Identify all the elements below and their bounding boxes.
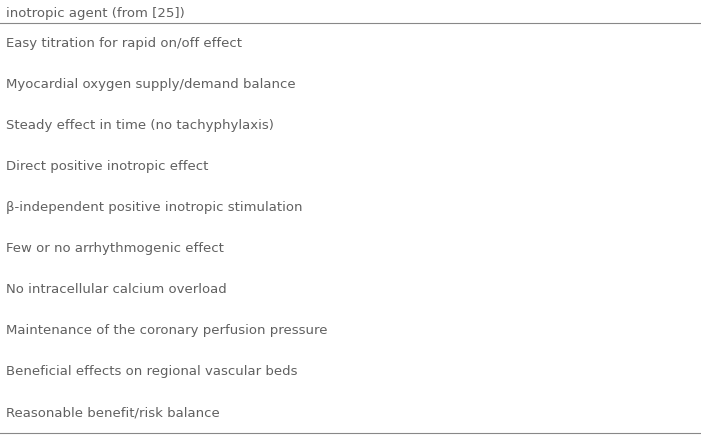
Text: inotropic agent (from [25]): inotropic agent (from [25]) [6, 7, 185, 20]
Text: Direct positive inotropic effect: Direct positive inotropic effect [6, 160, 208, 173]
Text: No intracellular calcium overload: No intracellular calcium overload [6, 283, 226, 296]
Text: Steady effect in time (no tachyphylaxis): Steady effect in time (no tachyphylaxis) [6, 119, 274, 132]
Text: Easy titration for rapid on/off effect: Easy titration for rapid on/off effect [6, 37, 242, 50]
Text: Maintenance of the coronary perfusion pressure: Maintenance of the coronary perfusion pr… [6, 324, 327, 337]
Text: Few or no arrhythmogenic effect: Few or no arrhythmogenic effect [6, 242, 224, 255]
Text: Myocardial oxygen supply/demand balance: Myocardial oxygen supply/demand balance [6, 78, 296, 91]
Text: β-independent positive inotropic stimulation: β-independent positive inotropic stimula… [6, 201, 303, 214]
Text: Reasonable benefit/risk balance: Reasonable benefit/risk balance [6, 406, 219, 419]
Text: Beneficial effects on regional vascular beds: Beneficial effects on regional vascular … [6, 365, 297, 378]
